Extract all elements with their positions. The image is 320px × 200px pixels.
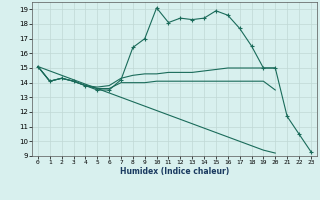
X-axis label: Humidex (Indice chaleur): Humidex (Indice chaleur) [120,167,229,176]
